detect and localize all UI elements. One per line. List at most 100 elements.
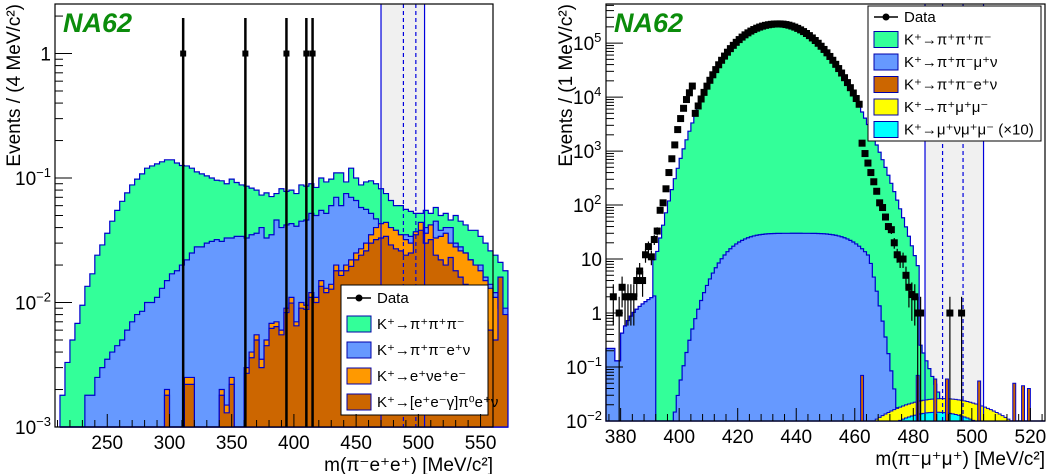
experiment-label: NA62	[614, 8, 683, 38]
data-point	[911, 293, 919, 301]
legend-swatch	[346, 367, 372, 385]
data-point	[662, 185, 670, 193]
data-point	[650, 236, 658, 244]
legend-swatch	[346, 341, 372, 359]
experiment-label: NA62	[63, 8, 132, 38]
data-point	[697, 95, 705, 103]
data-point	[879, 204, 887, 212]
left-plot: Data K⁺→π⁺π⁺π⁻ K⁺→π⁺π⁻e⁺ν K⁺→e⁺νe⁺e⁻ K⁺→[e⁺e…	[4, 3, 509, 474]
y-tick-label: 104	[573, 84, 601, 109]
x-tick-label: 440	[780, 427, 812, 448]
plot-frame	[605, 3, 1046, 422]
legend-swatch	[346, 393, 372, 411]
data-point	[709, 71, 717, 79]
histogram-kpipienu-bin	[860, 374, 865, 422]
y-tick-label: 10−2	[566, 408, 602, 433]
data-point	[674, 126, 682, 134]
data-point	[835, 65, 843, 73]
legend-label: K⁺→μ⁺νμ⁺μ⁻ (×10)	[904, 122, 1034, 139]
legend-swatch	[873, 31, 899, 48]
x-axis-title: m(π⁻μ⁺μ⁺) [MeV/c²]	[875, 449, 1045, 470]
data-point	[630, 293, 638, 301]
y-tick-label: 10−1	[15, 165, 51, 190]
legend-label: K⁺→π⁺μ⁺μ⁻	[904, 99, 988, 116]
legend-label: K⁺→π⁺π⁺π⁻	[904, 32, 992, 49]
legend-label: K⁺→[e⁺e⁻γ]π⁰e⁺ν	[377, 394, 498, 411]
legend-label: K⁺→π⁺π⁻μ⁺ν	[904, 54, 998, 71]
data-point	[718, 56, 726, 64]
legend-data-marker	[355, 294, 363, 302]
data-point	[917, 309, 925, 317]
y-tick-label: 105	[573, 30, 601, 55]
data-point	[855, 100, 863, 108]
data-point	[677, 115, 685, 123]
data-point	[712, 66, 720, 74]
data-point	[852, 95, 860, 103]
y-tick-label: 10−3	[15, 414, 51, 439]
x-tick-label: 500	[402, 433, 434, 454]
data-point	[242, 50, 249, 57]
legend-swatch	[873, 98, 899, 116]
legend-label: Data	[904, 9, 936, 26]
x-tick-label: 400	[663, 427, 695, 448]
histogram-kpipienu-bin	[1012, 382, 1017, 422]
data-point	[864, 159, 872, 167]
data-point	[902, 271, 910, 279]
y-axis-title: Events / (4 MeV/c²)	[4, 4, 25, 167]
data-point	[876, 199, 884, 207]
data-point	[849, 89, 857, 97]
data-point	[867, 169, 875, 177]
y-tick-label: 1	[40, 45, 51, 66]
data-point	[303, 50, 310, 57]
data-point	[706, 76, 714, 84]
data-point	[881, 213, 889, 221]
legend-data-marker	[882, 13, 890, 21]
y-tick-label: 103	[573, 138, 601, 163]
data-point	[633, 277, 641, 285]
data-point	[642, 251, 650, 259]
data-point	[873, 187, 881, 195]
y-tick-label: 10	[581, 250, 602, 271]
data-point	[890, 239, 898, 247]
legend-label: K⁺→π⁺π⁻e⁺ν	[377, 342, 470, 359]
data-point	[846, 84, 854, 92]
legend-label: K⁺→e⁺νe⁺e⁻	[377, 368, 466, 385]
data-point	[653, 227, 661, 235]
data-point	[715, 61, 723, 69]
y-tick-label: 102	[573, 192, 601, 217]
x-tick-label: 550	[465, 433, 497, 454]
data-point	[647, 253, 655, 261]
histogram-kpipienu-bin	[977, 380, 982, 422]
data-point	[668, 155, 676, 163]
histogram-kpipienu-bin	[1021, 385, 1026, 422]
data-point	[823, 49, 831, 57]
y-axis-title: Events / (1 MeV/c²)	[556, 4, 577, 167]
y-tick-label: 10−1	[566, 354, 602, 379]
legend-label: Data	[377, 290, 409, 307]
data-point	[723, 48, 731, 56]
x-tick-label: 500	[956, 427, 988, 448]
y-tick-label: 1	[591, 304, 602, 325]
data-point	[665, 169, 673, 177]
legend-box	[867, 5, 1042, 142]
legend-swatch	[873, 76, 899, 93]
data-point	[639, 277, 647, 285]
data-point	[826, 52, 834, 60]
data-point	[682, 96, 690, 104]
data-point	[671, 141, 679, 149]
y-tick-label: 10−2	[15, 290, 51, 315]
x-axis-title: m(π⁻e⁺e⁺) [MeV/c²]	[324, 455, 493, 474]
legend-label: K⁺→π⁺π⁻e⁺ν	[904, 77, 997, 94]
x-tick-label: 480	[897, 427, 929, 448]
x-tick-label: 380	[605, 427, 637, 448]
data-point	[893, 251, 901, 259]
data-point	[829, 56, 837, 64]
x-tick-label: 520	[1015, 427, 1047, 448]
data-point	[309, 50, 316, 57]
data-point	[659, 199, 667, 207]
data-point	[858, 139, 866, 147]
data-point	[618, 283, 626, 291]
data-point	[688, 82, 696, 90]
legend-swatch	[873, 53, 899, 71]
